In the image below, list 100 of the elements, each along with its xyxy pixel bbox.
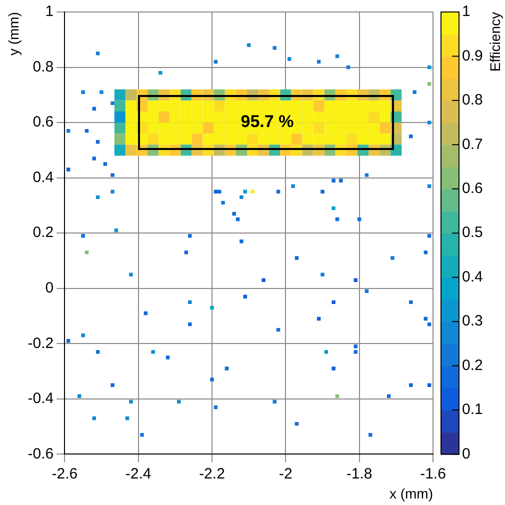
point [324, 100, 336, 112]
y-tick-label: 0.2 [32, 224, 54, 242]
point [302, 122, 314, 134]
y-tick-label: 0.4 [32, 168, 54, 186]
point [170, 112, 181, 123]
point [313, 134, 324, 145]
x-tick-label: -1.8 [346, 465, 372, 482]
x-tick-label: -2 [278, 465, 292, 482]
color-bar-label: 0.2 [462, 356, 483, 374]
point [358, 112, 369, 123]
annotation: 95.7 % [240, 112, 294, 132]
point [170, 122, 181, 134]
point [346, 122, 358, 134]
point [224, 100, 236, 112]
point [346, 112, 358, 123]
point [202, 134, 214, 145]
point [302, 100, 314, 112]
point [170, 134, 181, 145]
color-bar-label: 0.8 [462, 92, 483, 109]
point [170, 100, 181, 112]
color-bar-label: 0.1 [462, 401, 483, 418]
color-bar-label: 0.5 [462, 224, 483, 242]
point [247, 100, 258, 112]
point [202, 112, 214, 123]
point [380, 100, 391, 112]
point [335, 112, 346, 123]
point [358, 134, 369, 145]
point [180, 122, 192, 134]
x-tick-label: -2.6 [52, 465, 78, 482]
point [202, 100, 214, 112]
point [335, 134, 346, 145]
point [224, 134, 236, 145]
point [335, 122, 346, 134]
point [158, 134, 170, 145]
point [368, 100, 380, 112]
point [280, 134, 292, 145]
y-tick-label: -0.2 [28, 334, 54, 352]
point [158, 100, 170, 112]
point [114, 89, 126, 100]
point [180, 134, 192, 145]
point [114, 122, 126, 134]
color-bar-label: 1 [462, 3, 470, 20]
x-tick-label: -2.4 [125, 465, 152, 482]
color-bar-label: 0.7 [462, 136, 483, 153]
point [258, 100, 270, 112]
point [192, 122, 203, 134]
y-tick-label: 1 [45, 3, 54, 20]
point [324, 122, 336, 134]
point [180, 100, 192, 112]
point [214, 112, 225, 123]
point [224, 112, 236, 123]
point [269, 134, 280, 145]
point [324, 134, 336, 145]
point [346, 100, 358, 112]
point [269, 100, 280, 112]
point [358, 100, 369, 112]
point [302, 134, 314, 145]
point [214, 122, 225, 134]
point [180, 112, 192, 123]
point [114, 144, 126, 156]
point [335, 100, 346, 112]
x-tick-label: -1.6 [420, 465, 446, 482]
point [368, 134, 380, 145]
point [258, 134, 270, 145]
y-tick-label: -0.4 [28, 390, 54, 408]
point [114, 112, 126, 123]
color-bar-label: 0 [462, 445, 470, 462]
color-bar-label: 0.4 [462, 268, 483, 286]
point [125, 144, 136, 156]
y-tick-label: 0.6 [32, 114, 54, 131]
point [358, 122, 369, 134]
point [313, 112, 324, 123]
point [280, 100, 292, 112]
x-axis-title: x (mm) [389, 485, 433, 502]
point [380, 112, 391, 123]
y-tick-label: 0 [45, 280, 54, 297]
point [236, 100, 247, 112]
color-bar-title: Efficiency [486, 12, 503, 72]
x-tick-label: -2.2 [199, 465, 225, 482]
point [236, 134, 247, 145]
point [114, 100, 126, 112]
color-bar-label: 0.6 [462, 180, 483, 198]
point [125, 100, 136, 112]
point [302, 112, 314, 123]
point [125, 122, 136, 134]
point [324, 112, 336, 123]
point [158, 122, 170, 134]
point [125, 134, 136, 145]
point [380, 134, 391, 145]
point [224, 122, 236, 134]
point [291, 100, 302, 112]
point [148, 112, 159, 123]
color-bar-label: 0.9 [462, 47, 483, 64]
point [148, 100, 159, 112]
point [192, 112, 203, 123]
y-tick-label: 0.8 [32, 58, 54, 76]
point [368, 122, 380, 134]
point [214, 134, 225, 145]
point [148, 122, 159, 134]
color-bar-label: 0.3 [462, 312, 483, 330]
